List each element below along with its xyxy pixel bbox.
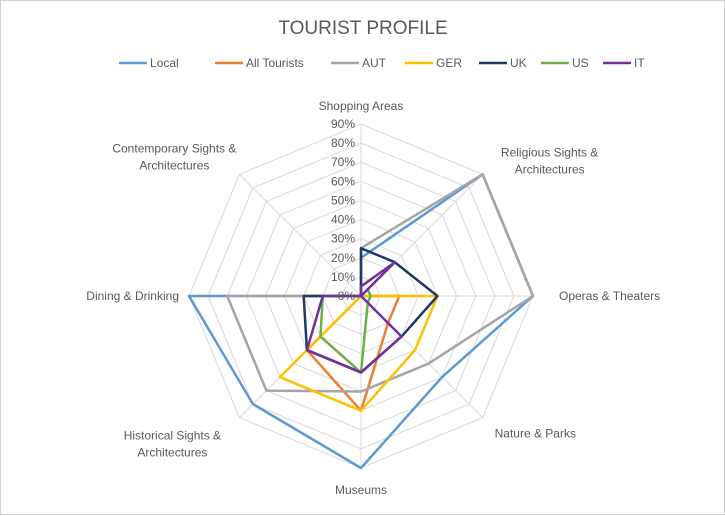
series-layer bbox=[187, 173, 535, 470]
tick-label: 0% bbox=[338, 289, 356, 303]
category-label: Museums bbox=[335, 483, 387, 497]
category-label: Religious Sights & bbox=[501, 145, 598, 159]
tick-labels: 0% 10% 20% 30% 40% 50% 60% 70% 80% 90% bbox=[331, 117, 355, 303]
category-label: Architectures bbox=[137, 446, 207, 460]
legend-item-ger: GER bbox=[405, 56, 462, 70]
series-line-aut bbox=[225, 173, 535, 393]
category-label: Nature & Parks bbox=[495, 427, 576, 441]
series-line-uk bbox=[302, 246, 439, 374]
category-labels: Shopping Areas Religious Sights & Architec… bbox=[86, 99, 660, 497]
tick-label: 20% bbox=[331, 251, 355, 265]
legend-label: US bbox=[572, 56, 589, 70]
tick-label: 50% bbox=[331, 193, 355, 207]
legend-item-uk: UK bbox=[479, 56, 527, 70]
legend-label: UK bbox=[510, 56, 527, 70]
category-label: Architectures bbox=[139, 158, 209, 172]
legend: Local All Tourists AUT GER UK US IT bbox=[119, 56, 645, 70]
legend-item-us: US bbox=[541, 56, 589, 70]
tick-label: 40% bbox=[331, 213, 355, 227]
series-line-ger bbox=[278, 294, 439, 412]
legend-item-it: IT bbox=[603, 56, 645, 70]
legend-item-aut: AUT bbox=[331, 56, 387, 70]
category-label: Operas & Theaters bbox=[559, 289, 660, 303]
legend-label: IT bbox=[634, 56, 645, 70]
tick-label: 80% bbox=[331, 136, 355, 150]
tick-label: 60% bbox=[331, 174, 355, 188]
series-line-it bbox=[305, 260, 403, 374]
tick-label: 90% bbox=[331, 117, 355, 131]
chart-title: TOURIST PROFILE bbox=[278, 18, 447, 39]
legend-label: All Tourists bbox=[246, 56, 304, 70]
category-label: Historical Sights & bbox=[124, 429, 221, 443]
legend-label: Local bbox=[150, 56, 179, 70]
legend-item-all-tourists: All Tourists bbox=[215, 56, 304, 70]
legend-label: AUT bbox=[362, 56, 387, 70]
category-label: Shopping Areas bbox=[319, 99, 404, 113]
legend-item-local: Local bbox=[119, 56, 179, 70]
tick-label: 70% bbox=[331, 155, 355, 169]
category-label: Contemporary Sights & bbox=[112, 141, 236, 155]
tick-label: 10% bbox=[331, 270, 355, 284]
tick-label: 30% bbox=[331, 232, 355, 246]
grid-spoke bbox=[239, 174, 362, 297]
category-label: Dining & Drinking bbox=[86, 289, 179, 303]
category-label: Architectures bbox=[515, 162, 585, 176]
legend-label: GER bbox=[436, 56, 462, 70]
